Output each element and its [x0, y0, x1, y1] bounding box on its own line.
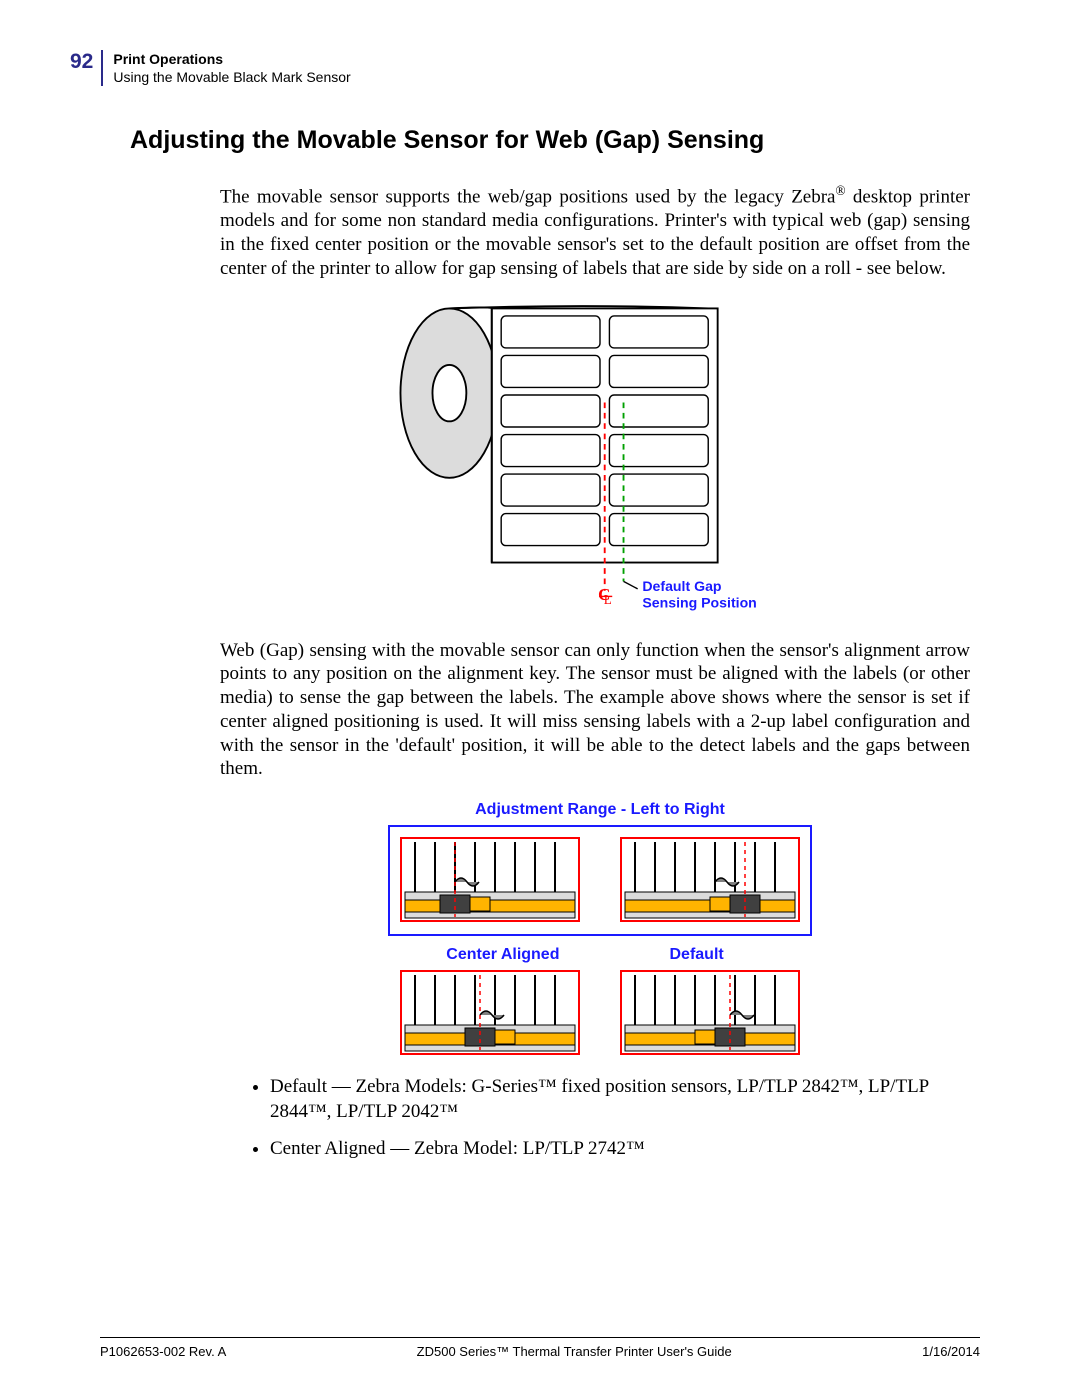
svg-text:L: L — [604, 592, 612, 607]
range-box — [388, 825, 812, 936]
paragraph-1: The movable sensor supports the web/gap … — [220, 183, 970, 280]
para1-pre: The movable sensor supports the web/gap … — [220, 187, 836, 208]
header-section: Print Operations — [113, 50, 350, 68]
page: 92 Print Operations Using the Movable Bl… — [0, 0, 1080, 1397]
default-label: Default — [669, 946, 723, 964]
bullet-2: Center Aligned — Zebra Model: LP/TLP 274… — [270, 1137, 960, 1162]
header-separator — [101, 50, 103, 86]
page-header: 92 Print Operations Using the Movable Bl… — [70, 50, 980, 86]
roll-svg: C L Default Gap Sensing Position — [385, 299, 815, 619]
sensor-center-icon — [400, 970, 580, 1055]
bullet-list: Default — Zebra Models: G-Series™ fixed … — [270, 1075, 960, 1161]
header-subsection: Using the Movable Black Mark Sensor — [113, 68, 350, 86]
center-aligned-label: Center Aligned — [446, 946, 559, 964]
svg-text:Default Gap: Default Gap — [642, 577, 722, 593]
page-footer: P1062653-002 Rev. A ZD500 Series™ Therma… — [100, 1337, 980, 1359]
paragraph-2: Web (Gap) sensing with the movable senso… — [220, 639, 970, 782]
page-title: Adjusting the Movable Sensor for Web (Ga… — [130, 126, 980, 155]
header-text: Print Operations Using the Movable Black… — [113, 50, 350, 86]
adjustment-range-section: Adjustment Range - Left to Right — [220, 801, 980, 936]
label-roll-diagram: C L Default Gap Sensing Position — [220, 299, 980, 619]
page-number: 92 — [70, 50, 93, 74]
sensor-left-icon — [400, 837, 580, 922]
position-diagrams — [220, 970, 980, 1055]
registered-mark: ® — [836, 183, 846, 198]
bullet-1: Default — Zebra Models: G-Series™ fixed … — [270, 1075, 960, 1124]
range-title: Adjustment Range - Left to Right — [388, 801, 812, 819]
sensor-right-icon — [620, 837, 800, 922]
svg-text:Sensing Position: Sensing Position — [642, 594, 756, 610]
footer-center: ZD500 Series™ Thermal Transfer Printer U… — [417, 1344, 732, 1359]
footer-left: P1062653-002 Rev. A — [100, 1344, 226, 1359]
footer-right: 1/16/2014 — [922, 1344, 980, 1359]
position-labels: Center Aligned Default — [220, 946, 980, 964]
sensor-default-icon — [620, 970, 800, 1055]
